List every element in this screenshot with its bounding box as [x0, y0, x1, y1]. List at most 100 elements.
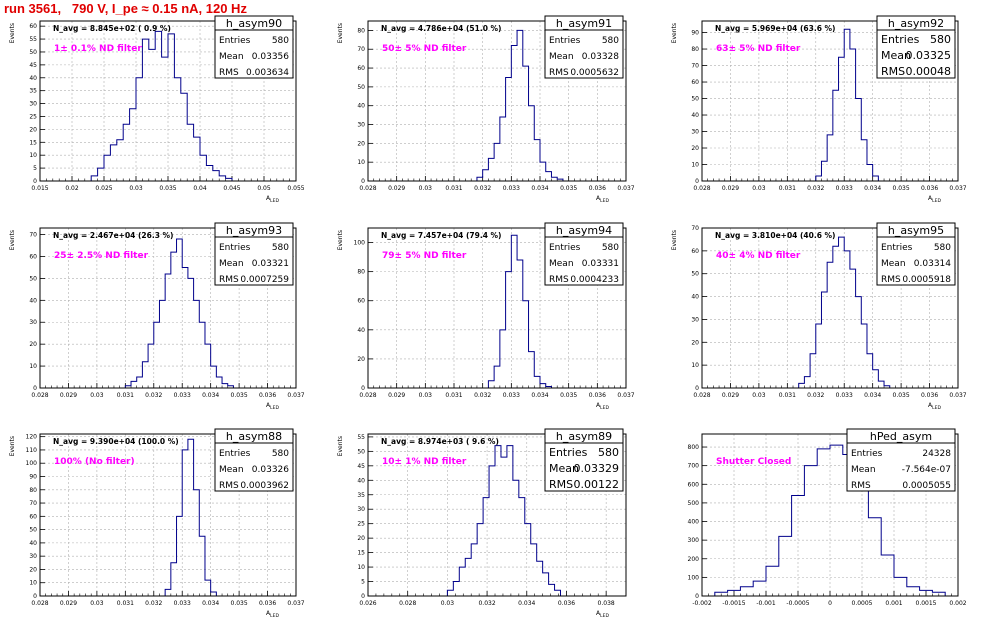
y-tick-label: 60 — [691, 79, 699, 86]
x-tick-label: 0.028 — [359, 392, 376, 399]
histogram-title: h_asym90 — [226, 17, 282, 30]
n-avg-label: N_avg = 8.974e+03 ( 9.6 %) — [381, 437, 499, 446]
y-axis-label: Events — [9, 436, 16, 456]
x-tick-label: 0.035 — [159, 185, 176, 192]
stats-value: 580 — [930, 33, 951, 46]
y-tick-label: 100 — [354, 240, 366, 247]
y-tick-label: 55 — [357, 434, 365, 441]
y-tick-label: 45 — [357, 463, 365, 470]
y-tick-label: 100 — [26, 460, 38, 467]
x-tick-label: 0.036 — [921, 185, 938, 192]
histogram-panel-h_asym90: 0.015 0.02 0.025 0.03 0.035 0.04 0.045 0.05 0.05… — [9, 15, 305, 204]
y-tick-label: 60 — [29, 253, 37, 260]
x-tick-label: 0.032 — [145, 600, 162, 607]
x-axis-label-subscript: LED — [600, 613, 609, 619]
stats-value: 580 — [602, 243, 619, 253]
histogram-series-h_asym93 — [124, 238, 234, 388]
filter-annotation: 25± 2.5% ND filter — [54, 251, 149, 261]
y-tick-label: 10 — [29, 152, 37, 159]
x-tick-label: 0.031 — [445, 392, 462, 399]
x-tick-label: 0.035 — [560, 185, 577, 192]
y-tick-label: 200 — [688, 556, 700, 563]
y-axis-label: Events — [337, 436, 344, 456]
y-tick-label: 0 — [695, 178, 699, 185]
x-axis-label-subscript: LED — [932, 198, 941, 204]
histogram-panel-h_asym88: 0.028 0.029 0.03 0.031 0.032 0.033 0.034 0.035 0… — [9, 428, 305, 619]
x-tick-label: 0.033 — [503, 185, 520, 192]
y-tick-label: 500 — [688, 500, 700, 507]
histogram-panel-h_asym94: 0.028 0.029 0.03 0.031 0.032 0.033 0.034 0.035 0… — [337, 222, 635, 411]
y-tick-label: 30 — [29, 553, 37, 560]
stats-label: Entries — [549, 446, 588, 459]
stats-label: RMS — [881, 275, 901, 285]
x-tick-label: 0.029 — [60, 392, 77, 399]
stats-label: Mean — [219, 465, 244, 475]
y-tick-label: 35 — [29, 88, 37, 95]
y-axis-label: Events — [9, 23, 16, 43]
y-tick-label: 50 — [691, 271, 699, 278]
y-tick-label: 15 — [357, 550, 365, 557]
x-tick-label: 0.031 — [117, 392, 134, 399]
x-tick-label: 0.03 — [129, 185, 143, 192]
y-tick-label: 60 — [691, 248, 699, 255]
x-tick-label: 0.037 — [287, 600, 304, 607]
plot-frame — [367, 20, 627, 182]
plot-frame — [39, 433, 297, 597]
stats-value: 0.0005632 — [570, 68, 619, 78]
stats-value: 0.0004233 — [570, 275, 619, 285]
x-tick-label: 0.032 — [474, 185, 491, 192]
stats-box — [214, 29, 294, 79]
y-tick-label: 30 — [691, 129, 699, 136]
histogram-series-h_asym94 — [487, 234, 552, 388]
stats-box — [214, 442, 294, 492]
x-tick-label: 0.036 — [589, 185, 606, 192]
y-tick-label: 40 — [357, 327, 365, 334]
stats-label: Mean — [549, 52, 574, 62]
x-tick-label: 0.05 — [257, 185, 271, 192]
stats-label: Entries — [881, 33, 920, 46]
filter-annotation: 1± 0.1% ND filter — [54, 44, 142, 54]
y-tick-label: 40 — [29, 297, 37, 304]
stats-label: RMS — [851, 481, 871, 491]
x-tick-label: 0.034 — [531, 392, 548, 399]
stats-value: 0.03326 — [252, 465, 289, 475]
x-tick-label: 0.036 — [558, 600, 575, 607]
stats-value: 0.00122 — [574, 478, 620, 491]
x-tick-label: -0.002 — [692, 600, 712, 607]
y-tick-label: 25 — [357, 521, 365, 528]
y-tick-label: 20 — [357, 356, 365, 363]
y-tick-label: 5 — [361, 579, 365, 586]
x-tick-label: 0.035 — [893, 185, 910, 192]
x-axis-label: ALED — [596, 195, 609, 204]
stats-box — [876, 236, 956, 286]
stats-value: 0.03328 — [582, 52, 619, 62]
x-tick-label: 0.032 — [145, 392, 162, 399]
x-tick-label: 0.035 — [893, 392, 910, 399]
histogram-panel-hPed_asym: -0.002 -0.0015 -0.001 -0.0005 0 0.0005 0.001 0.… — [688, 428, 967, 607]
y-tick-label: 40 — [691, 294, 699, 301]
y-tick-label: 25 — [29, 113, 37, 120]
y-tick-label: 70 — [691, 63, 699, 70]
stats-box — [846, 442, 956, 492]
stats-value: 0.003634 — [246, 68, 289, 78]
y-tick-label: 10 — [29, 363, 37, 370]
y-axis-label: Events — [9, 230, 16, 250]
y-tick-label: 70 — [357, 46, 365, 53]
y-tick-label: 35 — [357, 492, 365, 499]
histogram-title: h_asym93 — [226, 224, 282, 237]
y-axis-label: Events — [337, 23, 344, 43]
histogram-title: h_asym89 — [556, 430, 612, 443]
y-tick-label: 50 — [29, 275, 37, 282]
plot-frame — [39, 20, 297, 182]
stats-value: 0.03321 — [252, 259, 289, 269]
x-tick-label: 0.037 — [949, 392, 966, 399]
x-tick-label: 0.031 — [117, 600, 134, 607]
x-tick-label: 0.033 — [836, 392, 853, 399]
y-tick-label: 0 — [33, 593, 37, 600]
x-axis-label: ALED — [266, 195, 279, 204]
n-avg-label: N_avg = 8.845e+02 ( 0.9 %) — [53, 24, 171, 33]
x-axis-label: ALED — [928, 195, 941, 204]
stats-value: 580 — [602, 36, 619, 46]
n-avg-label: N_avg = 4.786e+04 (51.0 %) — [381, 24, 501, 33]
y-tick-label: 110 — [26, 447, 38, 454]
